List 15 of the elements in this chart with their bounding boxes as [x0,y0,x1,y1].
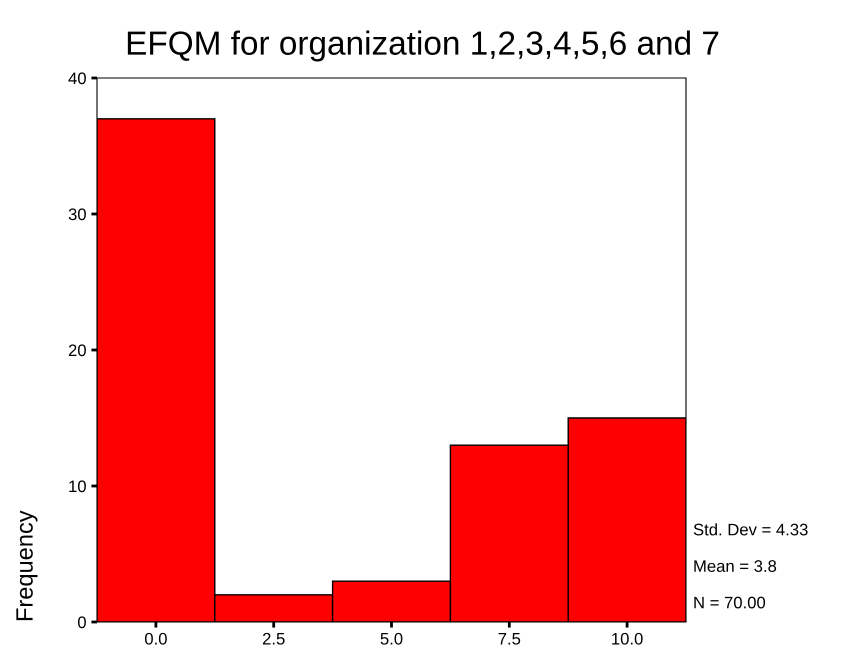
text: N = 70.00 [694,596,766,608]
chart-title: EFQM for organization 1,2,3,4,5,6 and 7 [128,30,718,62]
x-tick-label: 10.0 [612,632,643,645]
text: Std. Dev = 4.33 [694,523,808,536]
y-axis-title: Frequency [16,510,38,620]
y-tick-label: 40 [68,72,86,84]
y-tick-label: 10 [69,480,86,492]
y-tick-label: 30 [68,208,86,220]
x-tick-label: 5.0 [380,632,402,645]
x-tick-label: 0.0 [144,632,167,645]
x-tick-label: 7.5 [498,633,520,645]
text: Mean = 3.8 [694,560,776,572]
y-tick-label: 20 [68,344,86,356]
y-tick-label: 0 [78,616,86,628]
x-tick-label: 2.5 [262,632,285,645]
